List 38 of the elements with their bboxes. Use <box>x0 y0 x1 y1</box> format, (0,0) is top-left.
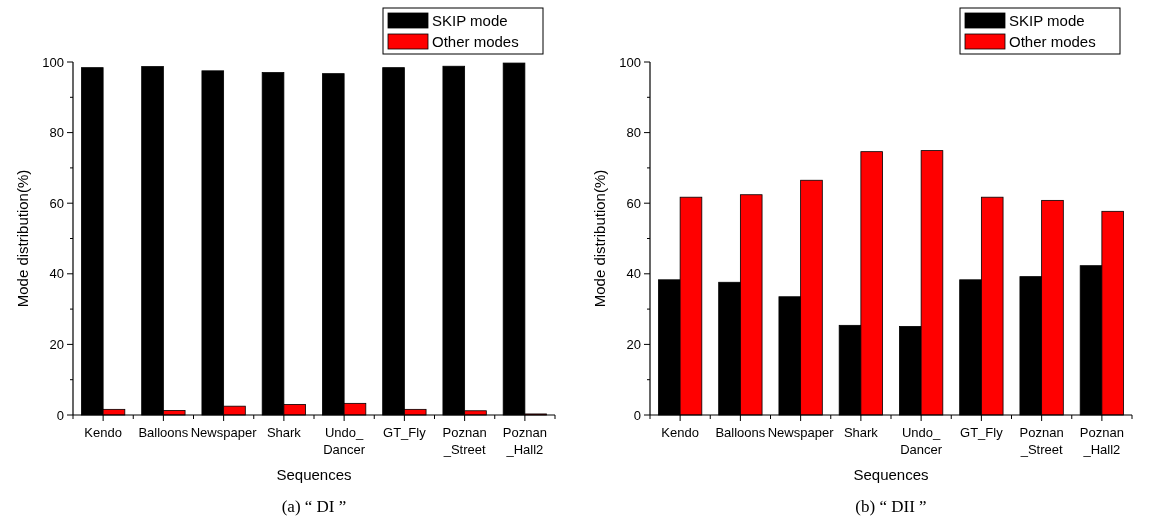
y-tick-label: 0 <box>633 407 641 423</box>
x-tick-label: Poznan _Hall2 <box>1079 425 1124 457</box>
x-tick-label: Balloons <box>138 425 189 440</box>
x-tick-label: Poznan _Hall2 <box>502 425 547 457</box>
text: (b) “ DII ” <box>855 497 927 516</box>
x-tick-label: Shark <box>266 425 302 440</box>
y-tick-label: 80 <box>626 125 641 141</box>
legend-label: Other modes <box>432 33 519 51</box>
y-tick-label: 40 <box>49 266 64 282</box>
x-tick-label: Kendo <box>661 425 699 440</box>
x-axis-title: Sequences <box>276 466 352 483</box>
x-tick-label: Balloons <box>715 425 766 440</box>
y-tick-label: 20 <box>626 336 641 352</box>
y-tick-label: 100 <box>619 54 641 70</box>
x-tick-label: Shark <box>843 425 879 440</box>
x-tick-label: Kendo <box>84 425 122 440</box>
x-axis-title: Sequences <box>853 466 929 483</box>
y-tick-label: 40 <box>626 266 641 282</box>
text: (a) “ DI ” <box>281 497 347 516</box>
x-tick-label: Poznan _Street <box>1019 425 1064 457</box>
legend-label: SKIP mode <box>1009 12 1085 30</box>
y-tick-label: 60 <box>49 195 64 211</box>
x-tick-label: GT_Fly <box>960 425 1004 440</box>
y-tick-label: 100 <box>42 54 64 70</box>
legend-label: SKIP mode <box>432 12 508 30</box>
y-tick-label: 60 <box>626 195 641 211</box>
x-tick-label: Newspaper <box>767 425 835 440</box>
x-tick-label: Poznan _Street <box>442 425 487 457</box>
x-tick-label: Newspaper <box>190 425 258 440</box>
y-axis-title: Mode distribution(%) <box>591 169 608 308</box>
x-tick-label: GT_Fly <box>383 425 427 440</box>
legend-label: Other modes <box>1009 33 1096 51</box>
y-tick-label: 20 <box>49 336 64 352</box>
y-tick-label: 80 <box>49 125 64 141</box>
y-axis-title: Mode distribution(%) <box>14 169 31 308</box>
x-tick-label: Undo_ Dancer <box>900 425 943 457</box>
x-tick-label: Undo_ Dancer <box>323 425 366 457</box>
y-tick-label: 0 <box>56 407 64 423</box>
